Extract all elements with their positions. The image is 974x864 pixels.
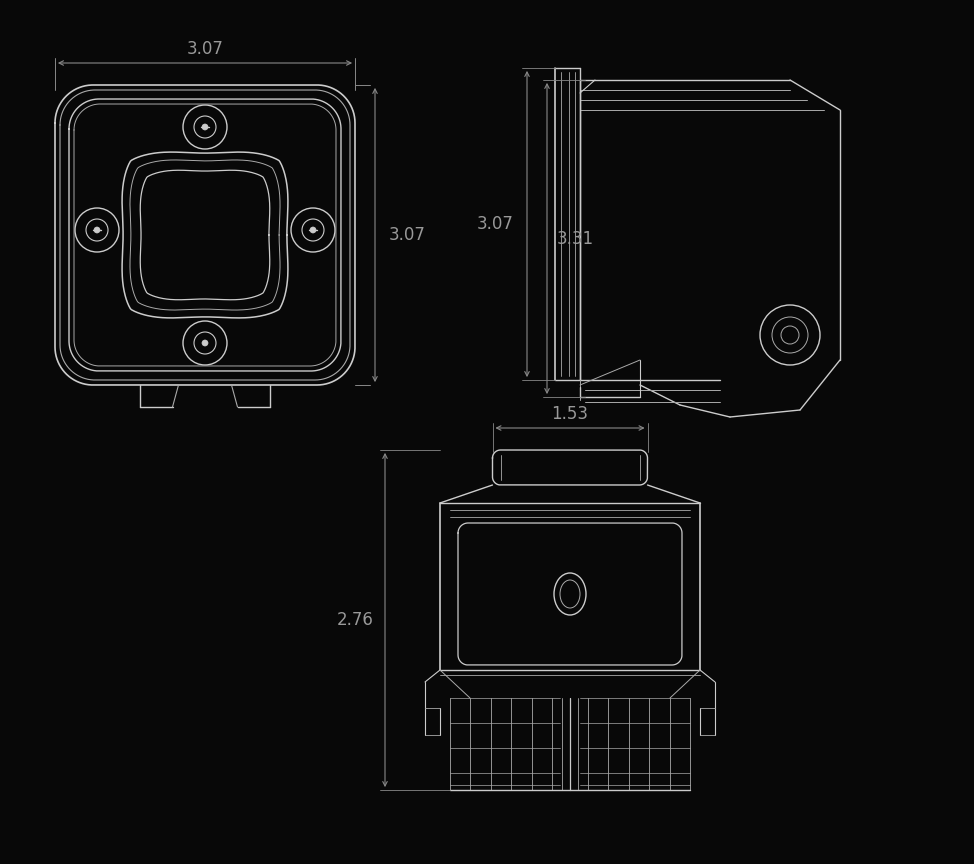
Text: 1.53: 1.53	[551, 405, 588, 423]
Text: 3.31: 3.31	[556, 230, 593, 247]
Text: 3.07: 3.07	[187, 40, 223, 58]
Circle shape	[310, 227, 316, 233]
Text: 2.76: 2.76	[337, 611, 373, 629]
Text: 3.07: 3.07	[389, 226, 426, 244]
Text: 3.07: 3.07	[476, 215, 513, 233]
Circle shape	[202, 124, 208, 130]
Circle shape	[202, 340, 208, 346]
Circle shape	[94, 227, 100, 233]
